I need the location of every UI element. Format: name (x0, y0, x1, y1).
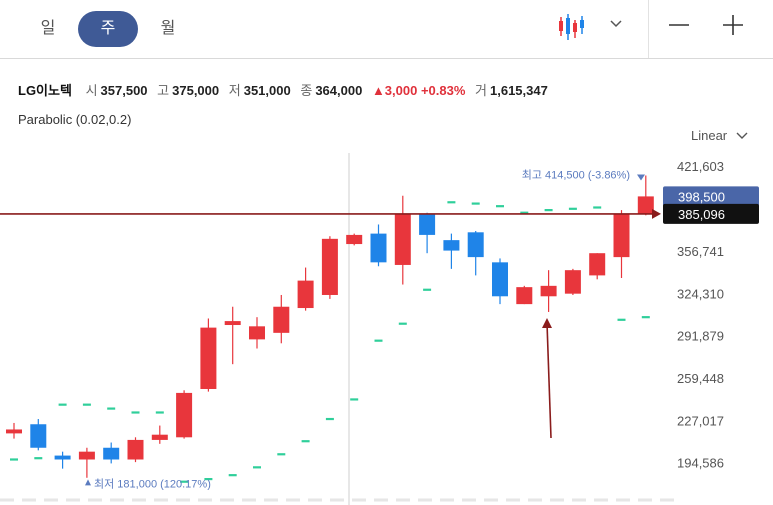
candle (6, 422, 22, 439)
candle-body (30, 424, 47, 448)
period-month-tab[interactable]: 월 (160, 20, 176, 37)
open-value: 357,500 (100, 83, 148, 98)
candle-body (467, 232, 484, 258)
candle-body (613, 214, 630, 258)
candle-body (394, 214, 411, 265)
candle (127, 437, 144, 463)
period-day-tab[interactable]: 일 (40, 20, 56, 37)
candle (394, 195, 411, 285)
candle (613, 210, 630, 279)
candle-body (200, 327, 217, 389)
candle-body (346, 234, 363, 245)
high-label: 고 (157, 83, 170, 98)
up-arrow-head (542, 318, 552, 328)
y-tick-label: 291,879 (677, 329, 724, 344)
hline-price-box (663, 203, 759, 224)
up-arrow-line (546, 322, 552, 439)
candle-body (589, 253, 606, 276)
candle (30, 419, 47, 451)
candle-body (273, 306, 290, 333)
y-tick-label: 259,448 (677, 371, 724, 386)
low-annotation: 최저 181,000 (120.17%) (94, 477, 211, 490)
y-tick-label: 227,017 (677, 413, 724, 428)
y-tick-label: 421,603 (677, 159, 724, 174)
candle-body (443, 240, 460, 251)
high-annotation: 최고 414,500 (-3.86%) (522, 169, 630, 182)
stock-name: LG이노텍 (18, 83, 72, 98)
current-price-box (663, 186, 759, 207)
candle-body (516, 287, 533, 305)
candle-body (6, 429, 22, 434)
candlestick-icon[interactable] (556, 12, 588, 44)
candle-body (321, 238, 338, 295)
candle (151, 425, 168, 444)
candle (419, 212, 436, 254)
candle-body (54, 455, 71, 460)
candle-body (297, 280, 314, 309)
top-toolbar: 일 주 월 (0, 0, 773, 59)
candle-body (370, 233, 387, 263)
candle-body (176, 392, 193, 438)
candle (516, 285, 533, 305)
candle (321, 236, 338, 299)
candle (249, 317, 265, 349)
period-week-tab[interactable]: 주 (78, 11, 138, 47)
scale-label: Linear (691, 128, 728, 143)
hline-price-label: 385,096 (678, 207, 725, 222)
volume-value: 1,615,347 (490, 83, 548, 98)
hline-arrowhead (652, 208, 661, 219)
candle-body (78, 451, 95, 460)
chevron-down-icon[interactable] (606, 14, 626, 34)
candle (200, 318, 217, 392)
y-tick-label: 356,741 (677, 244, 724, 259)
low-value: 351,000 (243, 83, 291, 98)
price-change: ▲3,000 +0.83% (371, 83, 466, 98)
candle-body (540, 285, 557, 297)
candle-body (103, 447, 120, 460)
y-tick-label: 324,310 (677, 286, 724, 301)
high-marker-icon (637, 174, 645, 181)
quote-summary: LG이노텍 시 357,500 고 375,000 저 351,000 종 364,00… (18, 80, 554, 99)
current-price-label: 398,500 (678, 189, 725, 204)
close-label: 종 (300, 83, 313, 98)
volume-label: 거 (475, 83, 487, 98)
candle (589, 253, 606, 280)
low-label: 저 (228, 83, 241, 98)
toolbar-divider (648, 0, 649, 58)
candle (103, 442, 120, 464)
candle (297, 267, 314, 311)
zoom-out-button[interactable] (664, 14, 694, 42)
candle-body (249, 326, 265, 340)
candle-body (637, 196, 654, 215)
candle (637, 175, 654, 216)
candle (370, 224, 387, 267)
scale-selector[interactable]: Linear (691, 128, 748, 143)
price-chart[interactable]: 421,603389,172356,741324,310291,879259,4… (0, 148, 773, 505)
candle (346, 233, 363, 246)
candle-body (492, 262, 508, 297)
candle-body (151, 434, 168, 440)
low-marker-icon (85, 479, 91, 486)
close-value: 364,000 (315, 83, 363, 98)
candle (492, 258, 508, 305)
high-value: 375,000 (172, 83, 220, 98)
chevron-down-icon (736, 132, 748, 139)
candle-body (419, 214, 436, 235)
indicator-label: Parabolic (0.02,0.2) (18, 112, 132, 127)
candle (564, 268, 581, 295)
candle (467, 230, 484, 276)
candle-body (127, 439, 144, 460)
candle-body (564, 270, 581, 294)
candle (78, 447, 95, 478)
candle (273, 294, 290, 344)
y-tick-label: 194,586 (677, 456, 724, 471)
open-label: 시 (85, 83, 98, 98)
candle (176, 390, 193, 439)
zoom-in-button[interactable] (718, 14, 748, 42)
candle (54, 451, 71, 469)
candle (443, 233, 460, 269)
candle (224, 306, 241, 365)
candle-body (224, 321, 241, 326)
candle (540, 270, 557, 312)
